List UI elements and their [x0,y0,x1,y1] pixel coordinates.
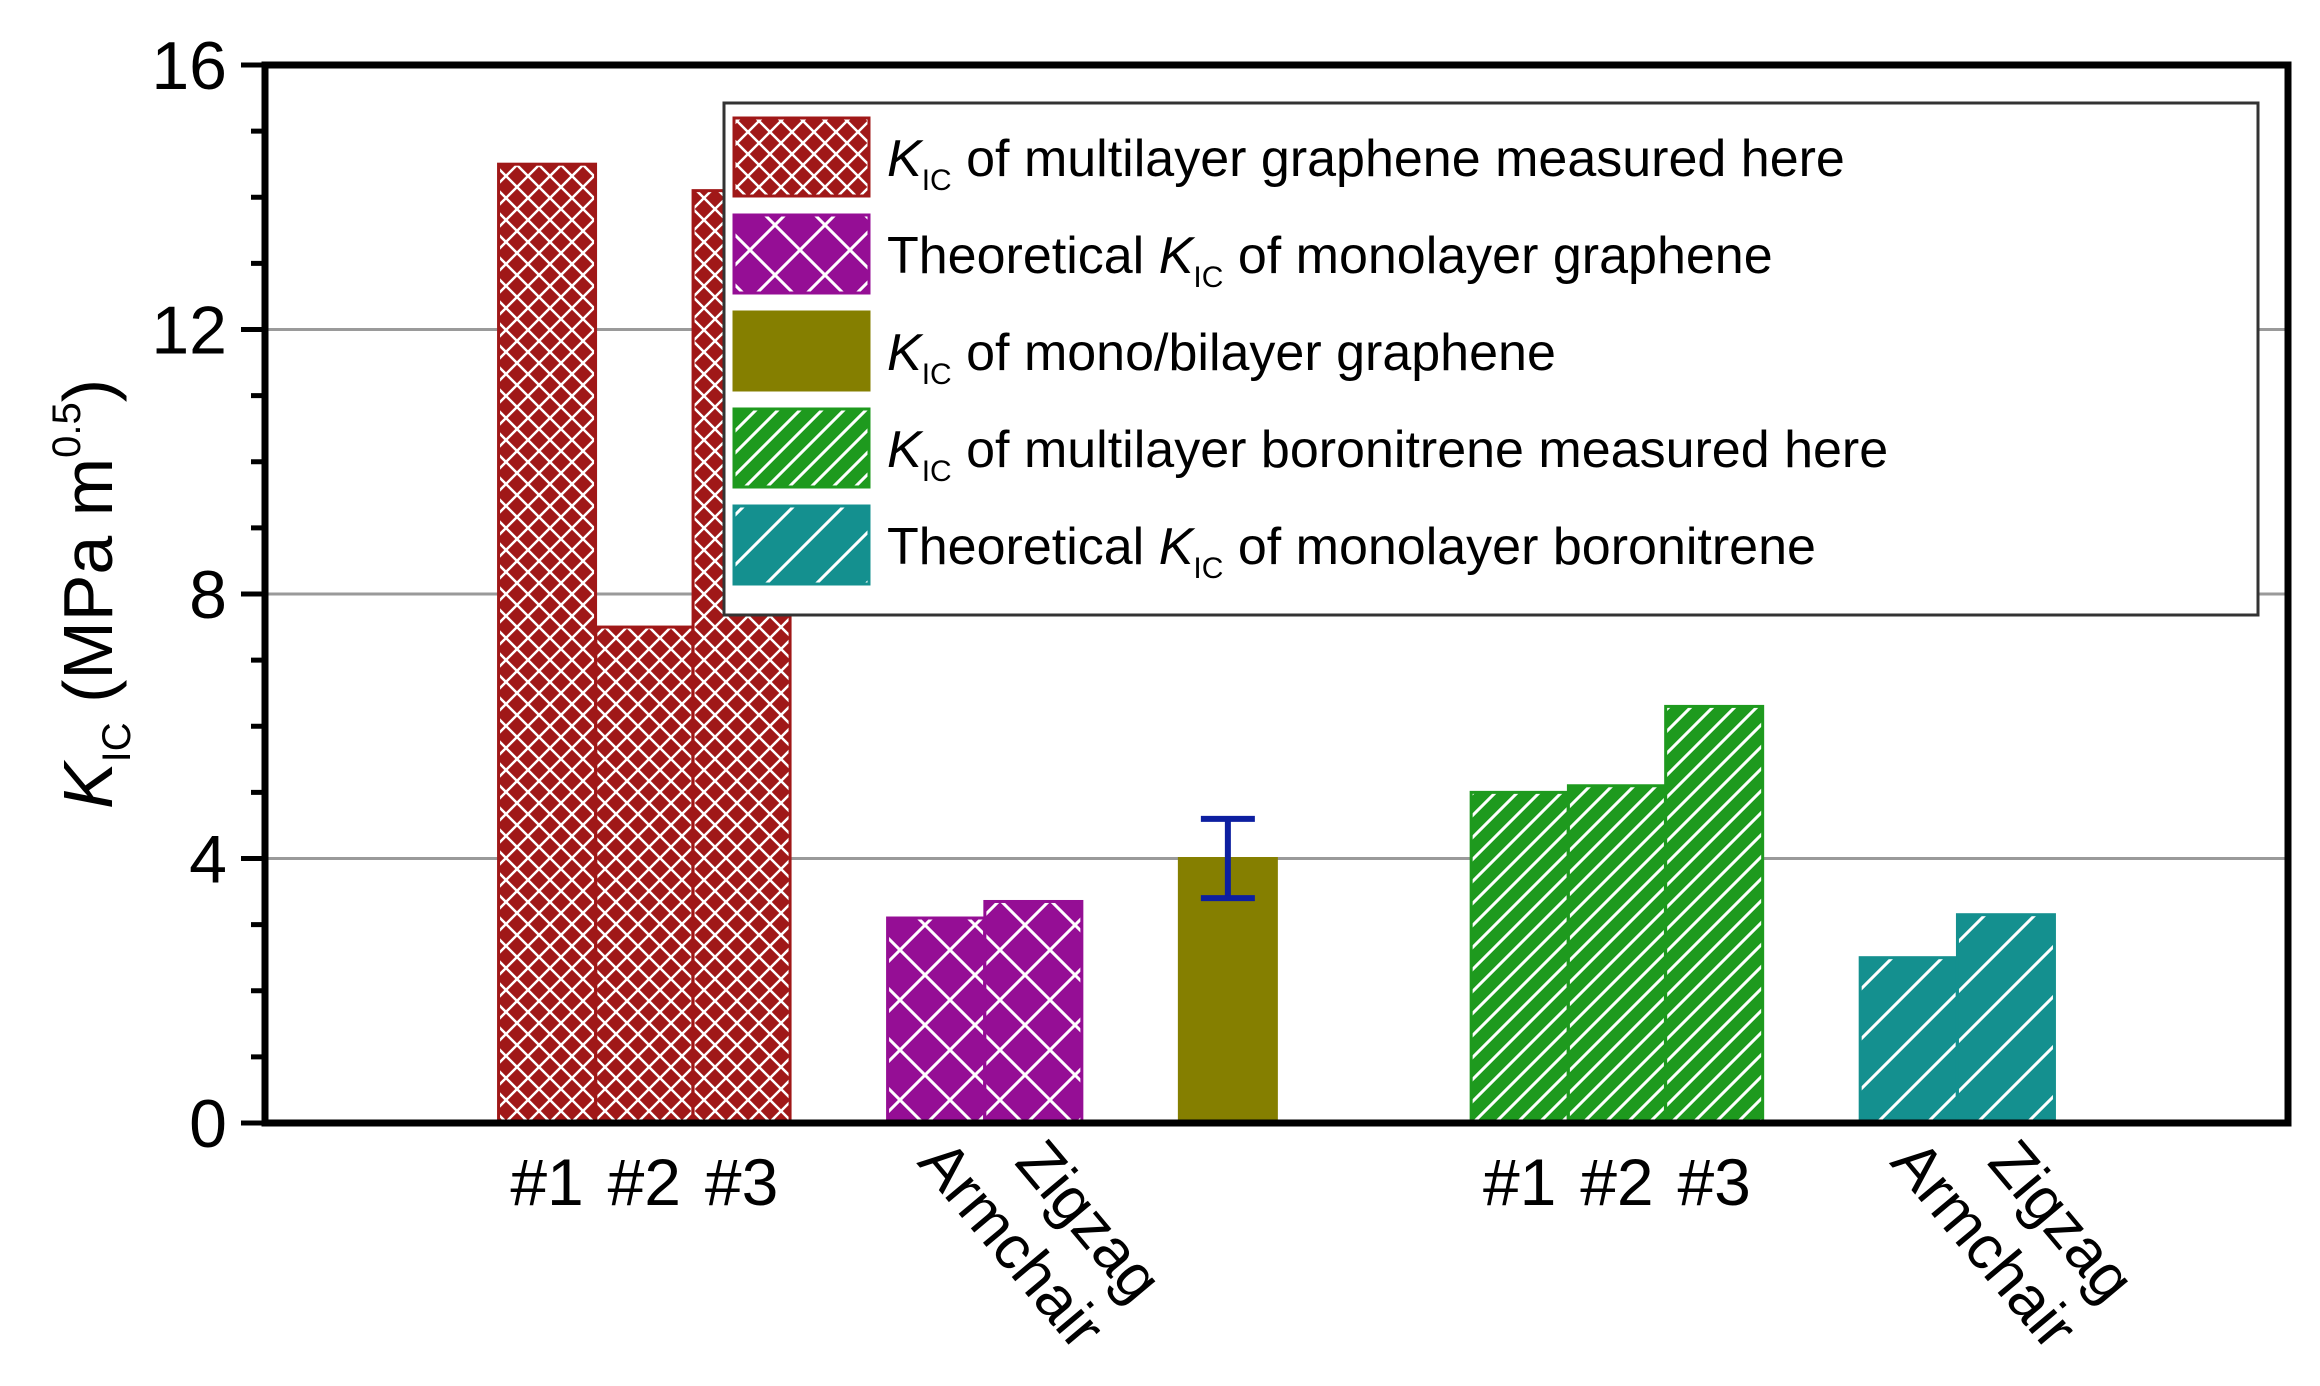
legend-label: Theoretical KIC of monolayer graphene [887,227,1773,294]
y-axis: 0 4 8 12 16 [151,28,265,1162]
x-tick-label: #2 [1580,1145,1653,1219]
legend-label: Theoretical KIC of monolayer boronitrene [887,518,1816,585]
bar-series-4 [1664,704,1765,1125]
legend-label: KIC of multilayer graphene measured here [887,130,1845,197]
bar-series-4 [1566,784,1667,1125]
legend-box [722,101,2260,617]
legend-swatch [732,407,871,489]
y-tick-label: 16 [151,28,227,104]
bar-series-5 [1955,913,2056,1125]
y-tick-label: 4 [189,822,227,898]
y-tick-label: 0 [189,1086,227,1162]
legend-swatch [732,310,871,392]
x-tick-label: #1 [510,1145,583,1219]
bar-series-2 [983,899,1084,1125]
legend-swatch [732,504,871,586]
x-tick-label: #1 [1483,1145,1556,1219]
bar-series-1 [497,162,598,1125]
x-tick-label: #2 [608,1145,681,1219]
x-tick-label: #3 [705,1145,778,1219]
y-axis-label: KIC (MPa m0.5) [45,379,139,809]
bar-series-2 [886,916,987,1125]
y-tick-label: 8 [189,557,227,633]
y-axis-title: KIC (MPa m0.5) [45,379,139,809]
bar-series-1 [594,625,695,1125]
legend-label: KIC of multilayer boronitrene measured h… [887,421,1888,488]
legend-label: KIC of mono/bilayer graphene [887,324,1556,391]
y-tick-label: 12 [151,293,227,369]
x-tick-label: #3 [1677,1145,1750,1219]
legend-swatch [732,116,871,198]
legend: KIC of multilayer graphene measured here… [722,101,2260,617]
legend-swatch [732,213,871,295]
bar-series-4 [1469,790,1570,1125]
bar-series-5 [1858,956,1959,1125]
